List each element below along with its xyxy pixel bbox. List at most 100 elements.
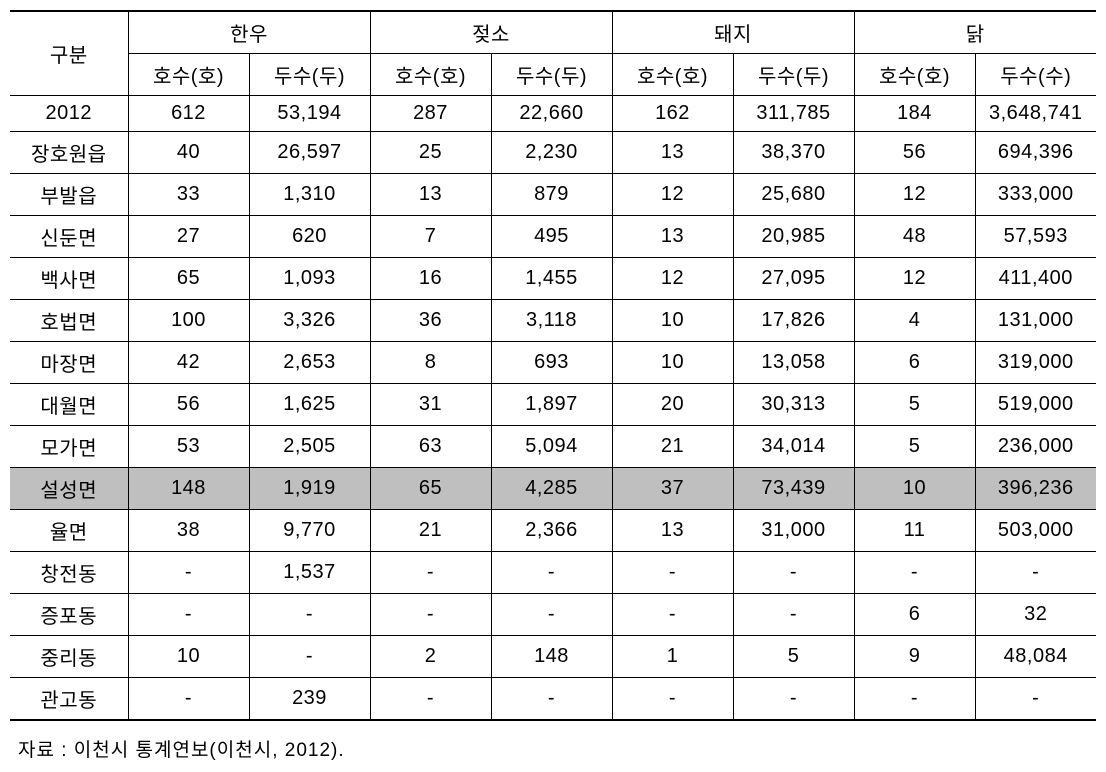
cell: 693 bbox=[491, 342, 612, 384]
subheader-3-1: 두수(수) bbox=[975, 54, 1096, 96]
cell: - bbox=[249, 594, 370, 636]
table-row: 백사면651,093161,4551227,09512411,400 bbox=[10, 258, 1096, 300]
cell: - bbox=[370, 552, 491, 594]
subheader-1-1: 두수(두) bbox=[491, 54, 612, 96]
row-label: 율면 bbox=[10, 510, 128, 552]
cell: 287 bbox=[370, 96, 491, 132]
cell: 1,625 bbox=[249, 384, 370, 426]
cell: - bbox=[854, 678, 975, 721]
cell: 5,094 bbox=[491, 426, 612, 468]
cell: - bbox=[249, 636, 370, 678]
table-row: 설성면1481,919654,2853773,43910396,236 bbox=[10, 468, 1096, 510]
cell: 10 bbox=[128, 636, 249, 678]
row-label: 백사면 bbox=[10, 258, 128, 300]
cell: 27 bbox=[128, 216, 249, 258]
cell: 2,505 bbox=[249, 426, 370, 468]
cell: 26,597 bbox=[249, 132, 370, 174]
cell: 25 bbox=[370, 132, 491, 174]
row-label: 관고동 bbox=[10, 678, 128, 721]
cell: 4 bbox=[854, 300, 975, 342]
cell: 319,000 bbox=[975, 342, 1096, 384]
table-row: 대월면561,625311,8972030,3135519,000 bbox=[10, 384, 1096, 426]
cell: 17,826 bbox=[733, 300, 854, 342]
cell: 311,785 bbox=[733, 96, 854, 132]
cell: - bbox=[612, 678, 733, 721]
cell: 65 bbox=[370, 468, 491, 510]
cell: - bbox=[975, 552, 1096, 594]
cell: 57,593 bbox=[975, 216, 1096, 258]
row-label: 대월면 bbox=[10, 384, 128, 426]
cell: 100 bbox=[128, 300, 249, 342]
cell: 48 bbox=[854, 216, 975, 258]
row-label: 중리동 bbox=[10, 636, 128, 678]
table-row: 율면389,770212,3661331,00011503,000 bbox=[10, 510, 1096, 552]
cell: 396,236 bbox=[975, 468, 1096, 510]
cell: 36 bbox=[370, 300, 491, 342]
cell: 37 bbox=[612, 468, 733, 510]
cell: - bbox=[370, 678, 491, 721]
cell: - bbox=[975, 678, 1096, 721]
cell: 21 bbox=[612, 426, 733, 468]
table-row: 창전동-1,537------ bbox=[10, 552, 1096, 594]
header-gubun: 구분 bbox=[10, 11, 128, 96]
subheader-0-0: 호수(호) bbox=[128, 54, 249, 96]
cell: 12 bbox=[612, 258, 733, 300]
cell: 20 bbox=[612, 384, 733, 426]
cell: 30,313 bbox=[733, 384, 854, 426]
cell: 34,014 bbox=[733, 426, 854, 468]
cell: 162 bbox=[612, 96, 733, 132]
table-row: 201261253,19428722,660162311,7851843,648… bbox=[10, 96, 1096, 132]
cell: 620 bbox=[249, 216, 370, 258]
table-row: 부발읍331,310138791225,68012333,000 bbox=[10, 174, 1096, 216]
cell: 3,326 bbox=[249, 300, 370, 342]
cell: 2,366 bbox=[491, 510, 612, 552]
cell: 16 bbox=[370, 258, 491, 300]
source-note: 자료 : 이천시 통계연보(이천시, 2012). bbox=[10, 735, 1096, 762]
cell: 879 bbox=[491, 174, 612, 216]
row-label: 모가면 bbox=[10, 426, 128, 468]
header-group-1: 젖소 bbox=[370, 11, 612, 54]
cell: 236,000 bbox=[975, 426, 1096, 468]
cell: 13 bbox=[612, 510, 733, 552]
cell: - bbox=[491, 552, 612, 594]
cell: 73,439 bbox=[733, 468, 854, 510]
cell: 8 bbox=[370, 342, 491, 384]
cell: 65 bbox=[128, 258, 249, 300]
cell: 5 bbox=[854, 384, 975, 426]
row-label: 설성면 bbox=[10, 468, 128, 510]
cell: 20,985 bbox=[733, 216, 854, 258]
subheader-3-0: 호수(호) bbox=[854, 54, 975, 96]
cell: - bbox=[128, 594, 249, 636]
cell: 7 bbox=[370, 216, 491, 258]
row-label: 호법면 bbox=[10, 300, 128, 342]
cell: 2,230 bbox=[491, 132, 612, 174]
cell: 12 bbox=[854, 174, 975, 216]
row-label: 장호원읍 bbox=[10, 132, 128, 174]
cell: - bbox=[854, 552, 975, 594]
cell: 3,118 bbox=[491, 300, 612, 342]
cell: 333,000 bbox=[975, 174, 1096, 216]
table-row: 모가면532,505635,0942134,0145236,000 bbox=[10, 426, 1096, 468]
livestock-table: 구분 한우 젖소 돼지 닭 호수(호) 두수(두) 호수(호) 두수(두) 호수… bbox=[10, 10, 1096, 721]
cell: 4,285 bbox=[491, 468, 612, 510]
cell: 2,653 bbox=[249, 342, 370, 384]
cell: 1,919 bbox=[249, 468, 370, 510]
cell: 31,000 bbox=[733, 510, 854, 552]
cell: - bbox=[733, 552, 854, 594]
table-row: 호법면1003,326363,1181017,8264131,000 bbox=[10, 300, 1096, 342]
table-body: 201261253,19428722,660162311,7851843,648… bbox=[10, 96, 1096, 721]
cell: 32 bbox=[975, 594, 1096, 636]
cell: 1,093 bbox=[249, 258, 370, 300]
cell: 694,396 bbox=[975, 132, 1096, 174]
cell: 13 bbox=[612, 216, 733, 258]
row-label: 부발읍 bbox=[10, 174, 128, 216]
cell: 38,370 bbox=[733, 132, 854, 174]
cell: 9,770 bbox=[249, 510, 370, 552]
cell: 519,000 bbox=[975, 384, 1096, 426]
cell: 1,310 bbox=[249, 174, 370, 216]
subheader-1-0: 호수(호) bbox=[370, 54, 491, 96]
cell: 5 bbox=[854, 426, 975, 468]
header-group-0: 한우 bbox=[128, 11, 370, 54]
cell: - bbox=[491, 594, 612, 636]
cell: 12 bbox=[854, 258, 975, 300]
